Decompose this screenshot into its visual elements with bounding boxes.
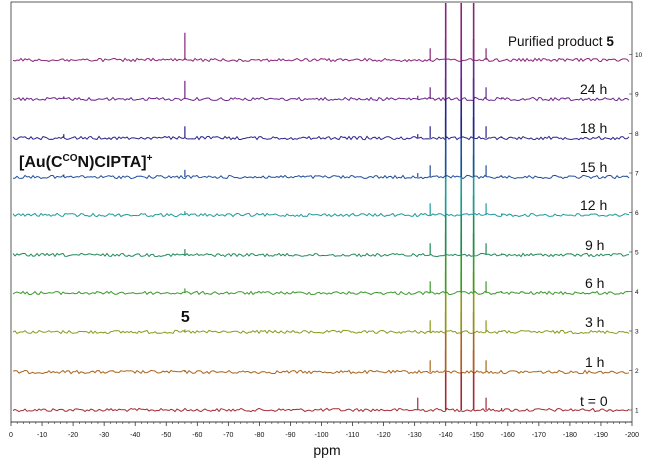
trace-label: 1 h	[585, 354, 604, 370]
baseline-trace	[12, 57, 630, 63]
y-tick-label: 7	[635, 171, 639, 178]
x-tick-label: -100	[314, 432, 328, 439]
x-axis-title: ppm	[313, 442, 340, 458]
trace-label: 15 h	[580, 159, 607, 175]
x-tick-label: -160	[501, 432, 515, 439]
baseline-trace	[12, 290, 630, 296]
y-axis-right: 1 2 3 4 5 6 7 8 9 10	[629, 52, 643, 415]
spectra-peaks	[63, 3, 503, 410]
x-tick-label: -40	[130, 432, 140, 439]
trace-label: t = 0	[580, 393, 608, 409]
complex-annotation: [Au(CCON)ClPTA]+	[19, 153, 153, 171]
x-tick-label: -30	[99, 432, 109, 439]
baseline-trace	[12, 329, 630, 335]
x-tick-label: -90	[285, 432, 295, 439]
plot-frame	[10, 1, 633, 423]
x-tick-label: -150	[470, 432, 484, 439]
y-tick-label: 9	[635, 92, 639, 99]
trace-label: 24 h	[580, 81, 607, 97]
product-5-annotation: 5	[181, 309, 190, 326]
y-tick-label: 6	[635, 210, 639, 217]
trace-label: 3 h	[585, 314, 604, 330]
annotations: [Au(CCON)ClPTA]+ 5	[19, 153, 190, 326]
y-tick-label: 4	[635, 289, 639, 296]
x-tick-label: -180	[563, 432, 577, 439]
baseline-trace	[12, 174, 630, 180]
baseline-trace	[12, 135, 630, 141]
x-tick-label: -130	[408, 432, 422, 439]
baseline-trace	[12, 407, 630, 413]
baseline-trace	[12, 369, 630, 375]
x-tick-label: -50	[161, 432, 171, 439]
x-tick-label: -10	[37, 432, 47, 439]
x-tick-label: -60	[192, 432, 202, 439]
baseline-trace	[12, 252, 630, 258]
y-tick-label: 10	[635, 52, 643, 59]
x-tick-label: 0	[9, 432, 13, 439]
y-tick-label: 8	[635, 131, 639, 138]
y-tick-label: 2	[635, 368, 639, 375]
x-tick-label: -120	[377, 432, 391, 439]
y-tick-label: 3	[635, 329, 639, 336]
x-tick-label: -110	[346, 432, 360, 439]
plot-border	[10, 1, 633, 423]
trace-label-purified: Purified product 5	[508, 34, 614, 49]
x-tick-label: -20	[68, 432, 78, 439]
trace-labels: t = 0 1 h 3 h 6 h 9 h 12 h 15 h 18 h 24 h Purifie…	[508, 34, 614, 409]
x-axis: 0 -10 -20 -30 -40 -50 -60 -70 -80 -90 -100 -110 -120…	[9, 421, 639, 439]
trace-label: 18 h	[580, 120, 607, 136]
x-tick-label: -80	[254, 432, 264, 439]
x-tick-label: -140	[439, 432, 453, 439]
trace-label: 12 h	[580, 197, 607, 213]
x-tick-label: -200	[625, 432, 639, 439]
spectra-traces	[12, 57, 630, 413]
y-tick-label: 5	[635, 250, 639, 257]
x-tick-label: -190	[594, 432, 608, 439]
baseline-trace	[12, 96, 630, 102]
x-tick-label: -70	[223, 432, 233, 439]
trace-label: 6 h	[585, 275, 604, 291]
trace-label: 9 h	[585, 237, 604, 253]
y-tick-label: 1	[635, 408, 639, 415]
baseline-trace	[12, 212, 630, 218]
x-tick-label: -170	[532, 432, 546, 439]
